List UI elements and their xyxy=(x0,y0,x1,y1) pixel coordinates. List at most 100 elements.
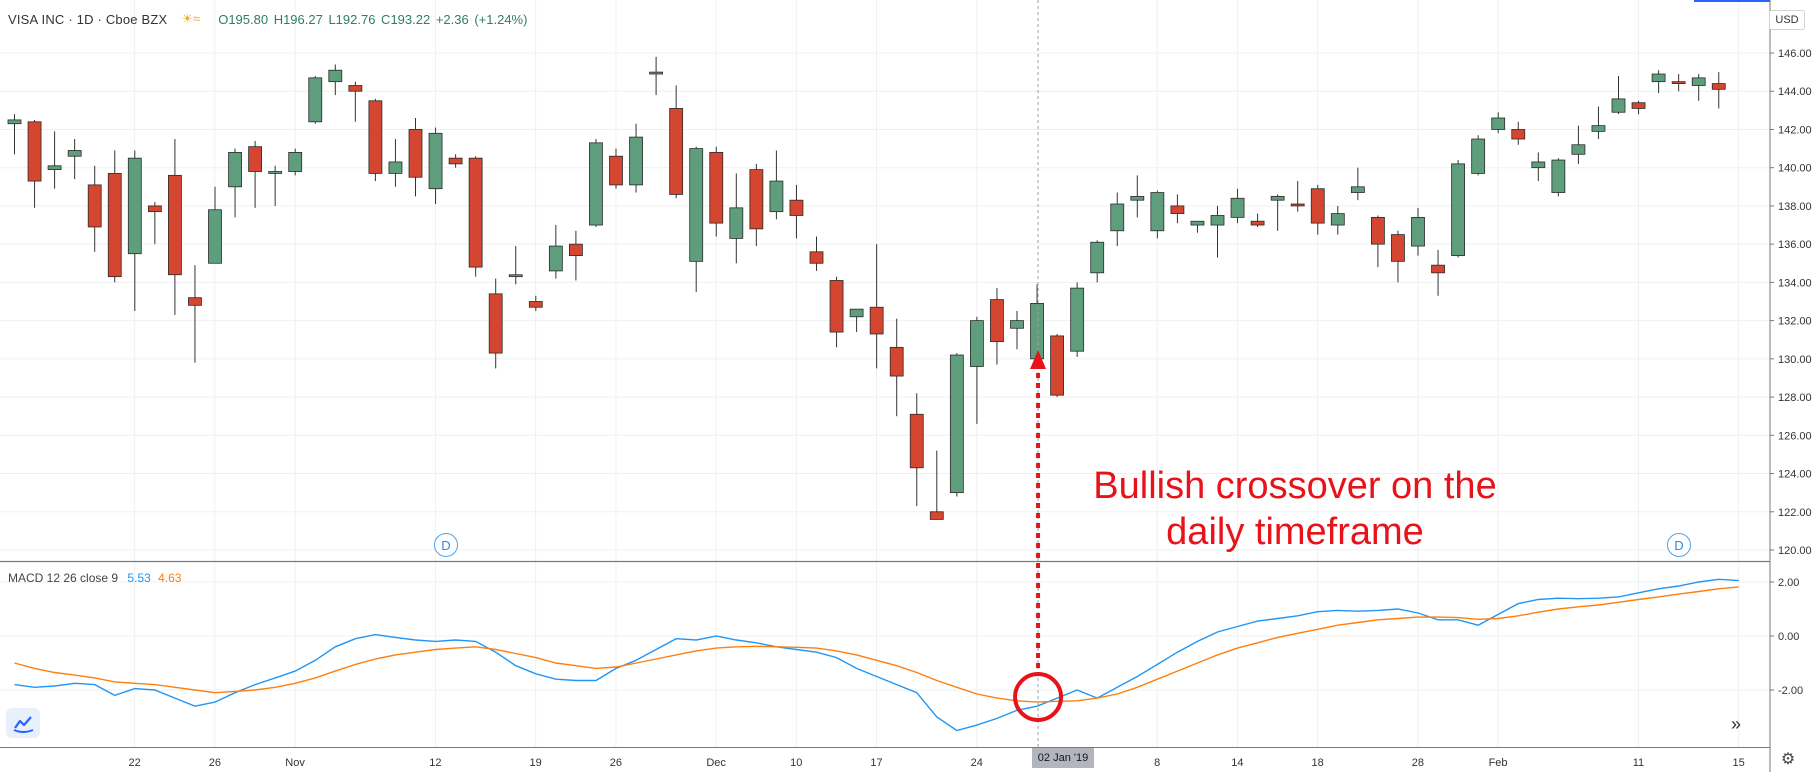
candle-body xyxy=(949,354,964,494)
candle-body xyxy=(528,301,543,308)
time-axis-label: 17 xyxy=(870,757,882,769)
candle-body xyxy=(1451,163,1465,257)
macd-legend[interactable]: MACD 12 26 close 9 5.53 4.63 xyxy=(8,571,181,585)
macd-axis-label: 2.00 xyxy=(1778,577,1799,589)
candle-body xyxy=(388,161,403,174)
price-axis-label: 136.00 xyxy=(1778,239,1812,251)
candle-body xyxy=(689,148,704,262)
macd-legend-label: MACD 12 26 close 9 xyxy=(8,571,119,585)
scroll-to-realtime-icon[interactable]: » xyxy=(1730,713,1741,734)
candle-body xyxy=(1190,220,1205,226)
candle-body xyxy=(268,171,283,174)
candle-body xyxy=(1391,234,1405,262)
price-axis-label: 128.00 xyxy=(1778,392,1812,404)
annotation-arrowhead xyxy=(1030,350,1047,369)
candle-body xyxy=(649,71,663,75)
chart-header: VISA INC · 1D · Cboe BZX ☀≈ O195.80 H196… xyxy=(8,11,527,27)
candle-body xyxy=(609,155,623,186)
candle-body xyxy=(990,299,1004,343)
candle-body xyxy=(1611,98,1626,113)
candle-body xyxy=(1150,192,1165,232)
candle-body xyxy=(1110,203,1125,232)
price-axis-label: 140.00 xyxy=(1778,163,1812,175)
price-axis-label: 120.00 xyxy=(1778,545,1812,557)
candle-body xyxy=(208,209,222,264)
candle-body xyxy=(1310,188,1325,224)
price-axis-label: 132.00 xyxy=(1778,316,1812,328)
signal-legend-value: 4.63 xyxy=(158,571,182,585)
candle-body xyxy=(1691,77,1706,86)
candle-body xyxy=(629,136,643,186)
candle-body xyxy=(1030,303,1044,360)
candle-body xyxy=(1010,320,1024,329)
annotation-overlay xyxy=(1013,0,1064,747)
candle-body xyxy=(970,320,984,367)
price-axis-label: 134.00 xyxy=(1778,277,1812,289)
candle-body xyxy=(1531,161,1546,169)
price-axis-label: 126.00 xyxy=(1778,430,1812,442)
time-axis-label: 18 xyxy=(1311,757,1323,769)
candle-body xyxy=(508,274,523,278)
symbol-title[interactable]: VISA INC · 1D · Cboe BZX xyxy=(8,11,168,27)
candle-body xyxy=(548,245,563,272)
candle-body xyxy=(1551,159,1566,193)
candle-body xyxy=(1711,83,1726,90)
time-axis-label: 22 xyxy=(129,757,141,769)
candle-body xyxy=(328,69,343,83)
time-axis-label: 24 xyxy=(971,757,983,769)
candle-body xyxy=(789,199,804,216)
settings-gear-icon[interactable]: ⚙ xyxy=(1780,751,1796,768)
time-axis-labels[interactable]: 22 26 Nov 12 19 26 Dec 10 17 24 8 14 18 28 Feb 11 15 xyxy=(129,757,1745,769)
time-axis-label: 8 xyxy=(1154,757,1160,769)
candle-body xyxy=(1471,138,1486,174)
currency-badge[interactable]: USD xyxy=(1769,10,1805,30)
candle-body xyxy=(147,205,162,213)
candle-body xyxy=(709,151,724,224)
tradingview-logo-icon[interactable] xyxy=(6,708,40,738)
axis-lines xyxy=(0,0,1771,772)
candle-body xyxy=(67,150,82,157)
annotation-text: Bullish crossover on the daily timeframe xyxy=(1030,463,1560,555)
candle-body xyxy=(809,251,824,264)
time-axis-label: 26 xyxy=(610,757,622,769)
candle-body xyxy=(408,129,423,178)
time-axis-label: Feb xyxy=(1489,757,1508,769)
candle-body xyxy=(1411,216,1425,247)
macd-axis-labels[interactable]: -2.00 0.00 2.00 xyxy=(1770,577,1803,697)
time-axis-label: 10 xyxy=(790,757,802,769)
candlestick-series xyxy=(7,56,1726,520)
candle-body xyxy=(167,174,182,276)
candle-body xyxy=(829,280,844,333)
candle-body xyxy=(308,77,323,123)
price-axis-label: 142.00 xyxy=(1778,124,1812,136)
candle-body xyxy=(1090,241,1105,274)
candle-body xyxy=(27,121,42,182)
candle-body xyxy=(1210,215,1225,226)
time-axis-label: 28 xyxy=(1412,757,1424,769)
dividend-marker[interactable]: D xyxy=(1667,533,1691,557)
candle-body xyxy=(1170,205,1185,214)
time-axis-label: Nov xyxy=(285,757,305,769)
candle-body xyxy=(1651,73,1666,83)
candle-body xyxy=(228,151,242,188)
candle-body xyxy=(1491,117,1506,130)
candle-body xyxy=(1431,264,1445,274)
time-axis-label: Dec xyxy=(706,757,726,769)
candle-body xyxy=(749,169,764,230)
candle-body xyxy=(1050,335,1064,396)
market-status-icon[interactable]: ☀≈ xyxy=(181,11,201,26)
candle-body xyxy=(107,173,122,278)
time-axis-label: 26 xyxy=(209,757,221,769)
price-axis-label: 138.00 xyxy=(1778,201,1812,213)
time-axis-label: 11 xyxy=(1633,757,1644,769)
candle-body xyxy=(909,413,924,469)
candle-body xyxy=(729,207,744,239)
candle-body xyxy=(348,85,363,92)
price-axis-labels[interactable]: 120.00 122.00 124.00 126.00 128.00 130.00 132.… xyxy=(1770,48,1812,557)
price-axis-label: 146.00 xyxy=(1778,48,1812,60)
candle-body xyxy=(248,146,263,172)
chart-selection-strip xyxy=(1694,0,1770,2)
candle-body xyxy=(869,306,884,335)
dividend-marker[interactable]: D xyxy=(434,533,458,557)
